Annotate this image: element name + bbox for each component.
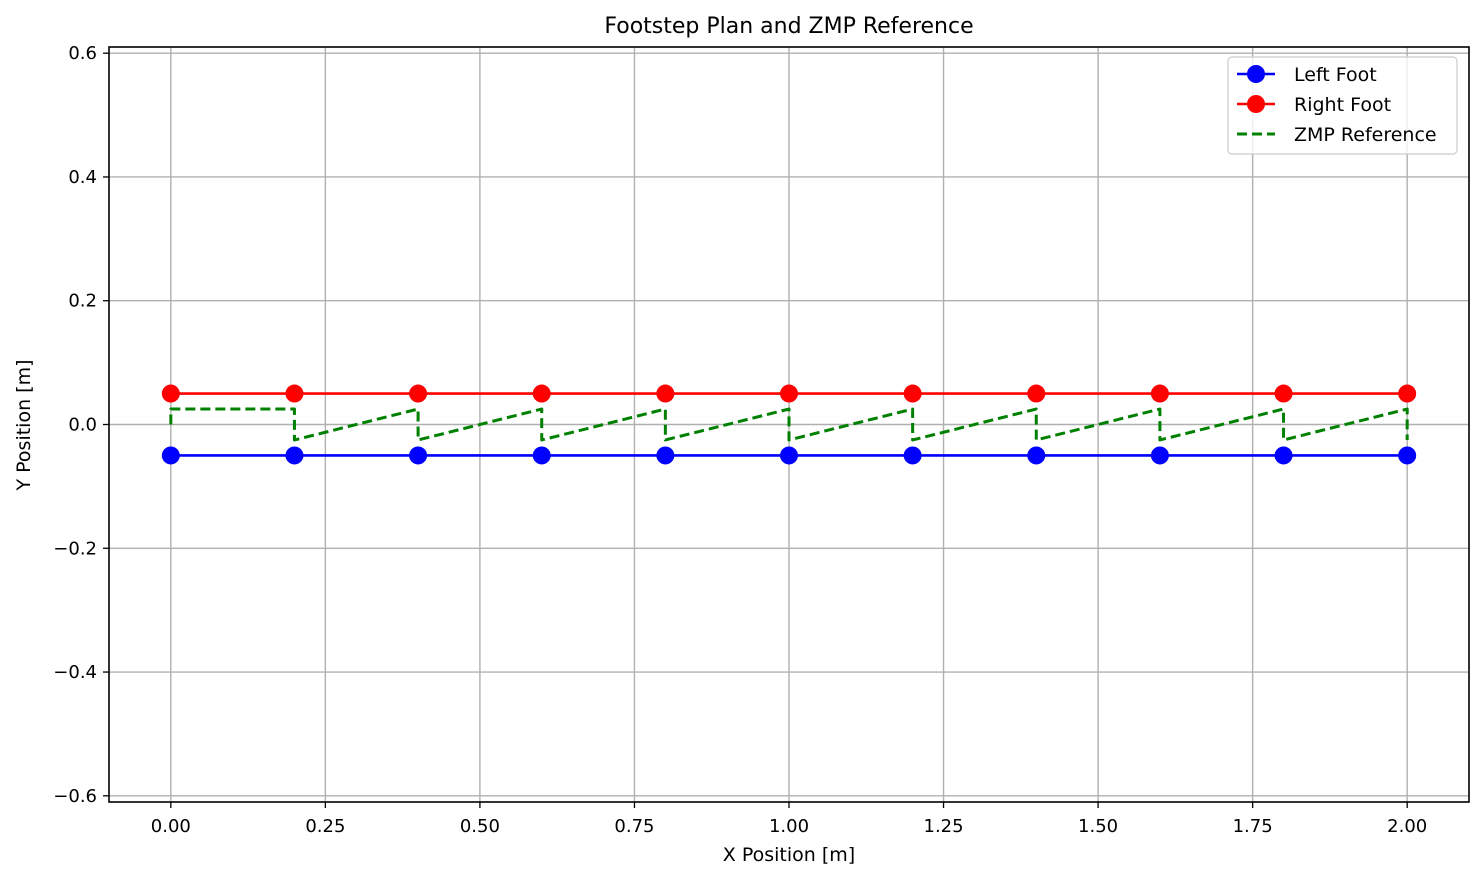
- right-foot-marker: [161, 384, 180, 403]
- left-foot-marker: [1027, 446, 1046, 465]
- y-tick-label: −0.6: [53, 786, 97, 807]
- right-foot-marker: [1398, 384, 1417, 403]
- left-foot-marker: [780, 446, 798, 465]
- y-tick-label: 0.0: [68, 415, 97, 436]
- left-foot-marker: [161, 446, 180, 465]
- axis-ticks: 0.00 0.25 0.50 0.75 1.00 1.25 1.50 1.75 2.00 −0.6…: [53, 43, 1427, 837]
- plot-series: [161, 384, 1417, 465]
- grid-lines: [109, 47, 1469, 802]
- right-foot-marker: [656, 384, 675, 403]
- y-axis-label: Y Position [m]: [13, 360, 35, 492]
- left-foot-marker: [656, 446, 675, 465]
- right-foot-marker: [285, 384, 304, 403]
- right-foot-marker: [903, 384, 922, 403]
- y-tick-label: 0.2: [68, 291, 97, 312]
- y-tick-label: −0.4: [53, 662, 97, 683]
- chart-title: Footstep Plan and ZMP Reference: [604, 14, 973, 39]
- right-foot-marker: [532, 384, 551, 403]
- x-tick-label: 1.25: [924, 816, 964, 837]
- legend-box: [1227, 56, 1458, 155]
- x-tick-label: 0.50: [460, 816, 500, 837]
- x-tick-label: 2.00: [1387, 816, 1427, 837]
- left-foot-marker: [1150, 446, 1169, 465]
- left-foot-marker: [903, 446, 922, 465]
- legend-left-foot-label: Left Foot: [1294, 64, 1377, 86]
- x-tick-label: 1.75: [1233, 816, 1273, 837]
- legend-right-foot-marker: [1247, 95, 1265, 113]
- right-foot-marker: [1027, 384, 1046, 403]
- legend-right-foot-label: Right Foot: [1294, 94, 1391, 116]
- left-foot-marker: [409, 446, 428, 465]
- left-foot-marker: [532, 446, 551, 465]
- right-foot-marker: [1150, 384, 1169, 403]
- y-tick-label: 0.4: [68, 167, 97, 188]
- zmp-reference-line: [169, 407, 1409, 442]
- right-foot-marker: [780, 384, 798, 403]
- legend: Left Foot Right Foot ZMP Reference: [1227, 56, 1458, 155]
- right-foot-marker: [409, 384, 428, 403]
- x-tick-label: 1.50: [1078, 816, 1118, 837]
- x-tick-label: 0.25: [305, 816, 345, 837]
- y-tick-label: −0.2: [53, 538, 97, 559]
- right-foot-marker: [1274, 384, 1293, 403]
- left-foot-marker: [1274, 446, 1293, 465]
- y-tick-label: 0.6: [68, 43, 97, 64]
- legend-left-foot-marker: [1247, 65, 1265, 83]
- x-tick-label: 0.00: [151, 816, 191, 837]
- left-foot-marker: [285, 446, 304, 465]
- x-axis-label: X Position [m]: [723, 844, 855, 866]
- x-tick-label: 1.00: [769, 816, 809, 837]
- left-foot-marker: [1398, 446, 1417, 465]
- legend-zmp-reference-label: ZMP Reference: [1294, 124, 1437, 146]
- x-tick-label: 0.75: [614, 816, 654, 837]
